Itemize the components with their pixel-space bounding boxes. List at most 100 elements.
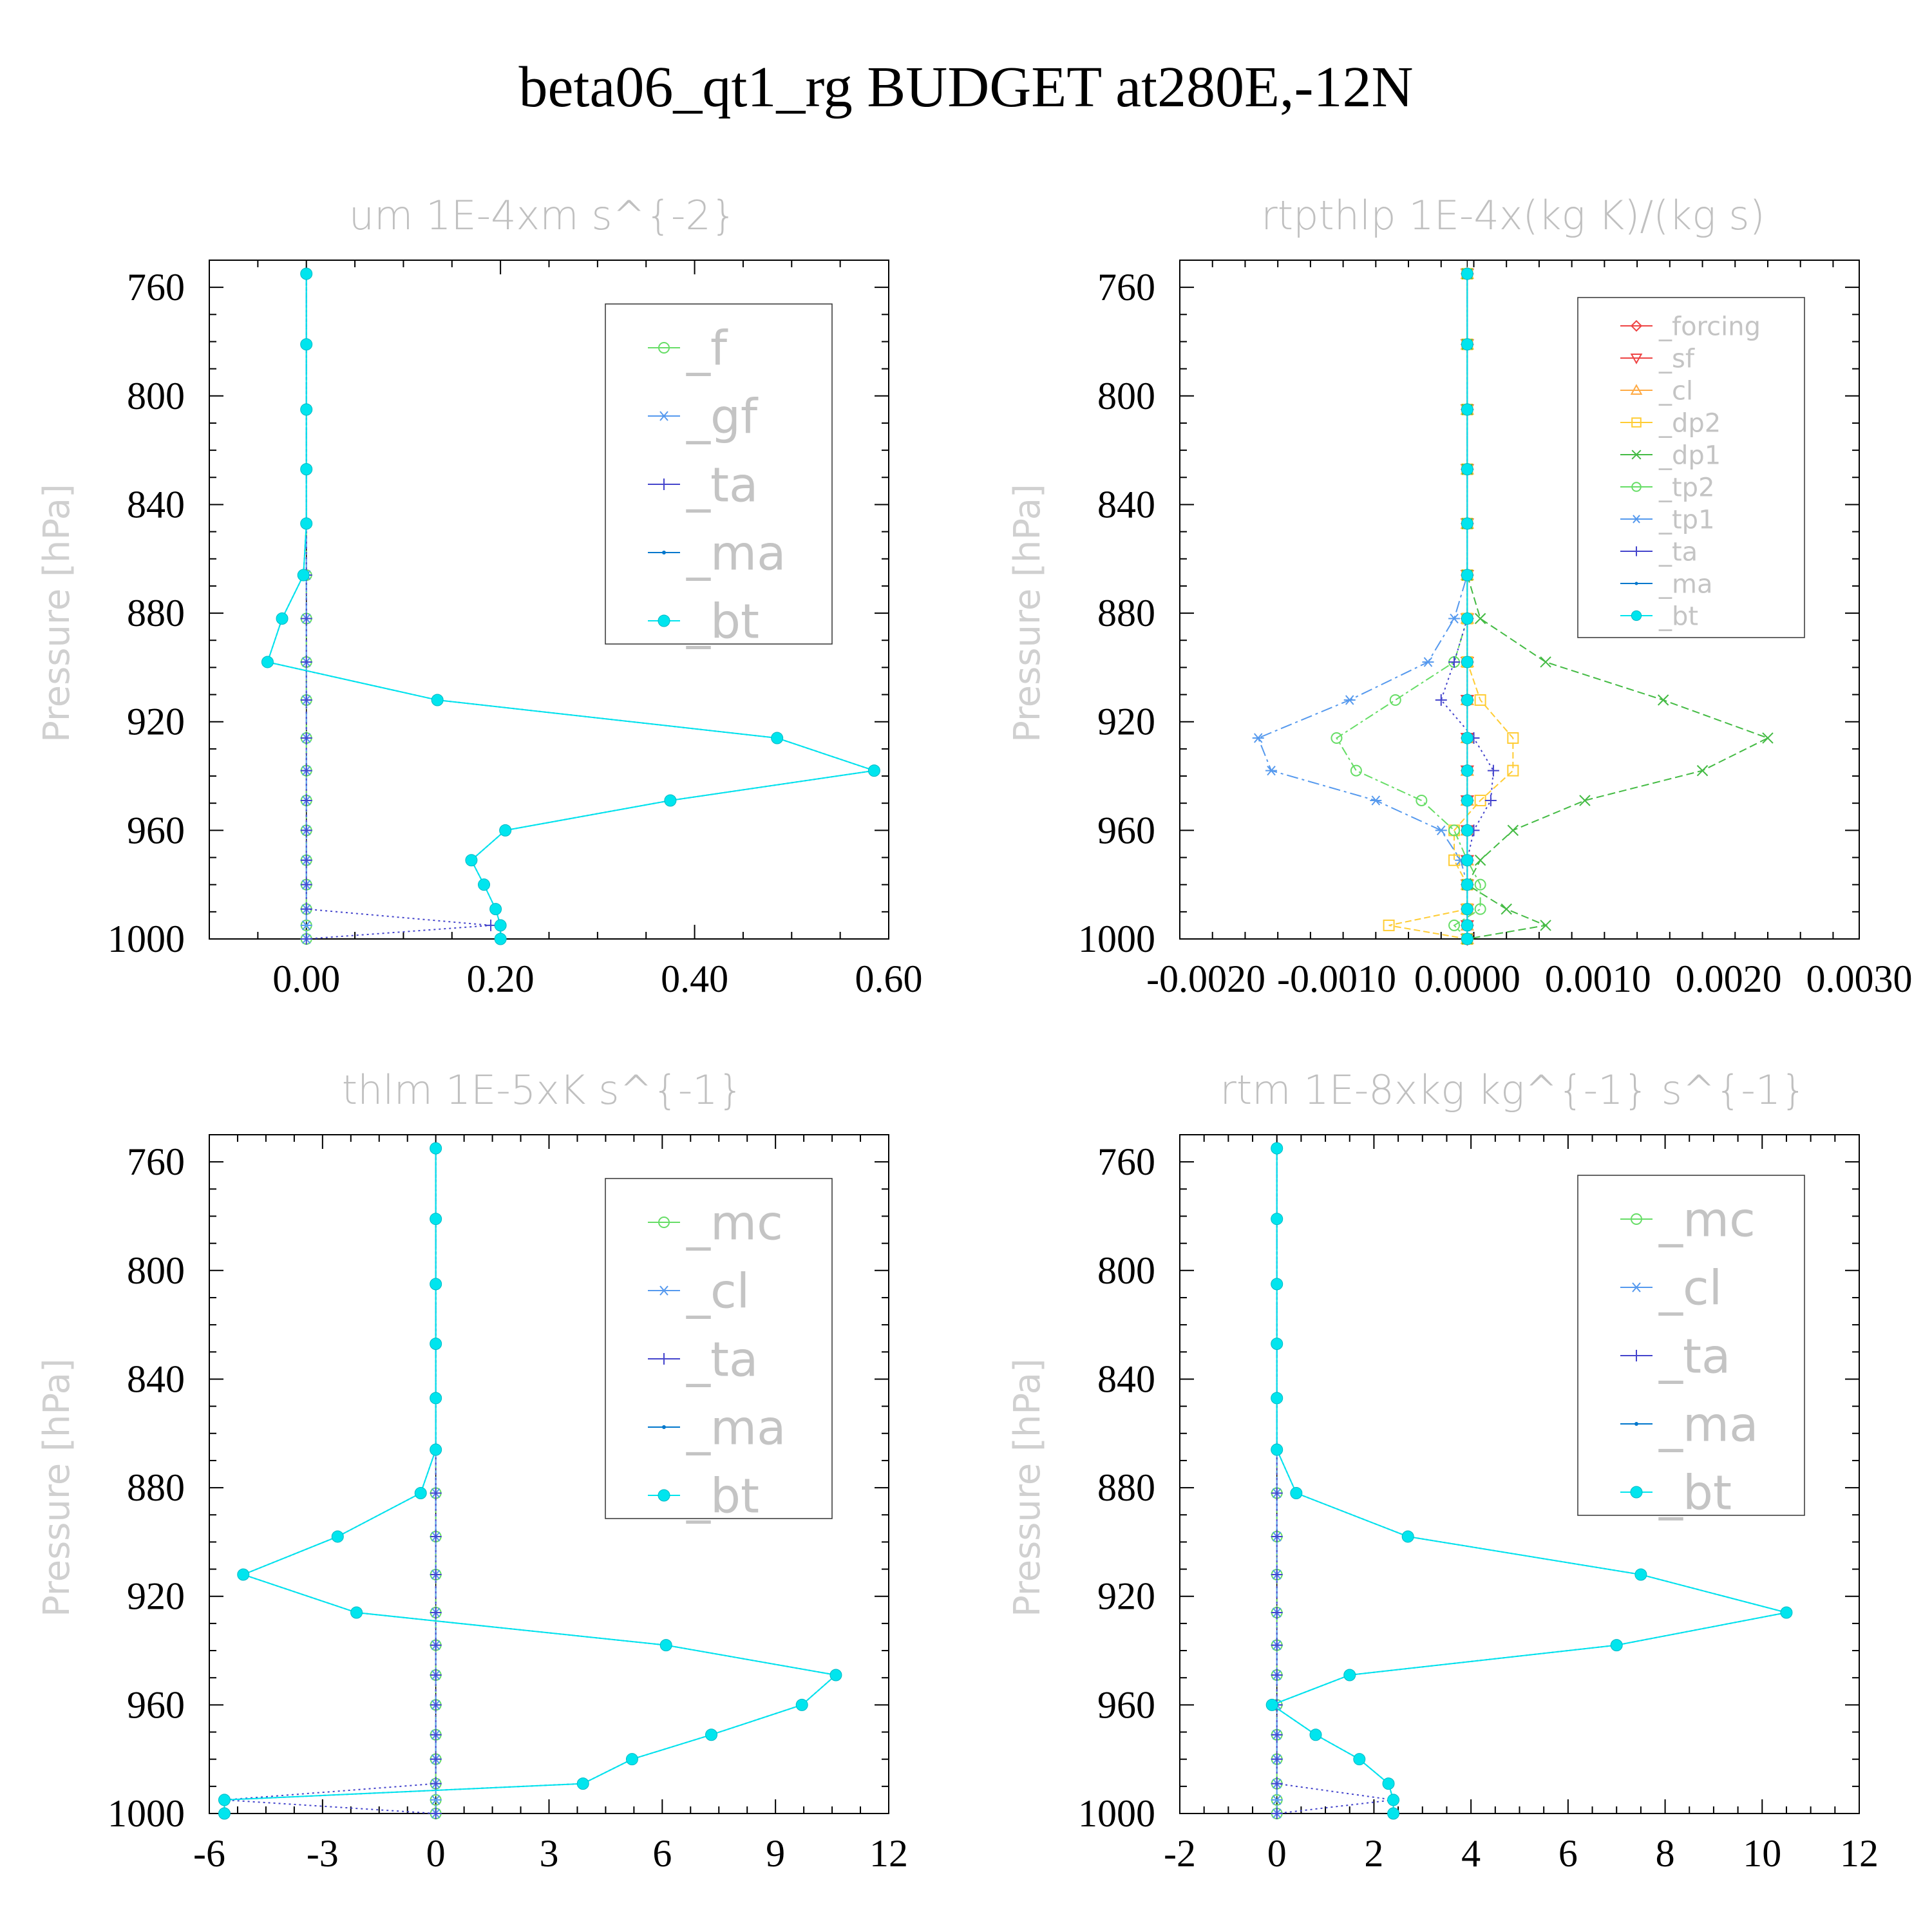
legend-label: _dp1 <box>1658 440 1721 470</box>
data-point <box>1271 1568 1283 1580</box>
y-tick-label: 760 <box>127 266 185 308</box>
data-point <box>276 612 289 625</box>
data-point <box>1657 694 1669 706</box>
legend-entry: _ta <box>1620 1329 1730 1385</box>
data-point <box>1501 903 1512 915</box>
y-tick-label: 800 <box>1097 1249 1155 1292</box>
x-tick-label: 0.60 <box>855 958 923 1000</box>
x-tick-label: 2 <box>1364 1832 1383 1875</box>
legend-entry: _ta <box>1620 537 1698 567</box>
legend-marker <box>658 1489 670 1502</box>
data-point <box>1271 1777 1283 1790</box>
series-bt <box>261 267 880 945</box>
y-tick-label: 1000 <box>1078 1792 1155 1835</box>
data-point <box>1448 919 1461 931</box>
data-point <box>218 1794 231 1806</box>
plot-frame <box>1179 260 1860 940</box>
data-point <box>300 903 312 915</box>
x-tick-label: -6 <box>193 1832 225 1875</box>
legend-marker <box>658 1353 670 1365</box>
data-point <box>1343 1669 1356 1681</box>
x-tick-label: 0 <box>1267 1832 1287 1875</box>
data-point <box>659 1639 672 1652</box>
y-tick-label: 880 <box>127 592 185 634</box>
legend: _mc _cl _ta _ma _bt <box>605 1178 833 1524</box>
y-tick-label: 880 <box>1097 592 1155 634</box>
data-point <box>218 1807 231 1820</box>
y-tick-label: 800 <box>127 1249 185 1292</box>
x-tick-label: 12 <box>869 1832 908 1875</box>
data-point <box>1540 920 1551 931</box>
data-point <box>1271 1443 1283 1456</box>
data-point <box>300 878 312 891</box>
y-tick-label: 960 <box>1097 809 1155 851</box>
legend-entry: _f <box>648 321 728 377</box>
x-tick-label: 0 <box>426 1832 446 1875</box>
x-tick-label: -2 <box>1164 1832 1196 1875</box>
data-point <box>1389 694 1401 706</box>
data-point <box>1634 1568 1647 1581</box>
legend-marker <box>658 614 670 627</box>
y-tick-label: 920 <box>1097 701 1155 743</box>
legend-entry: _ma <box>1620 569 1712 599</box>
data-point <box>1461 903 1473 916</box>
legend-label: _mc <box>1658 1193 1756 1248</box>
data-point <box>430 1338 442 1350</box>
legend-label: _ma <box>1658 569 1712 599</box>
y-tick-label: 1000 <box>108 918 185 960</box>
legend-marker <box>1630 384 1643 395</box>
data-point <box>867 764 880 777</box>
data-point <box>1271 1392 1283 1405</box>
legend-label: _gf <box>686 390 759 445</box>
data-point <box>430 1795 442 1805</box>
series-tp2 <box>1331 268 1486 945</box>
data-point <box>300 267 313 280</box>
chart-panel-4: rtm 1E-8xkg kg^{-1} s^{-1} Pressure [hPa]… <box>1007 1066 1879 1875</box>
series-line <box>1257 274 1468 939</box>
legend-label: _cl <box>1658 1261 1722 1316</box>
data-point <box>1474 903 1486 915</box>
data-point <box>1271 1487 1283 1499</box>
data-point <box>430 1639 442 1651</box>
legend-entry: _tp2 <box>1620 473 1715 502</box>
x-tick-label: 0.20 <box>467 958 535 1000</box>
x-tick-label: -3 <box>307 1832 339 1875</box>
legend-label: _ta <box>1658 537 1698 567</box>
data-point <box>1382 1777 1395 1790</box>
data-point <box>1370 795 1382 806</box>
data-point <box>1461 403 1473 416</box>
data-point <box>1461 794 1473 807</box>
y-tick-label: 1000 <box>108 1792 185 1835</box>
legend-entry: _mc <box>648 1196 783 1251</box>
data-point <box>1271 1795 1283 1805</box>
x-tick-label: 0.00 <box>272 958 340 1000</box>
y-tick-label: 880 <box>1097 1466 1155 1509</box>
data-point <box>430 1278 442 1291</box>
data-point <box>1350 764 1362 777</box>
data-point <box>1461 764 1473 777</box>
y-axis-label: Pressure [hPa] <box>36 484 78 743</box>
data-point <box>1271 1728 1283 1741</box>
legend-marker <box>1630 354 1643 365</box>
series-dp2 <box>1383 268 1519 945</box>
data-point <box>829 1669 842 1681</box>
data-point <box>1474 878 1486 891</box>
data-point <box>494 933 507 945</box>
y-tick-label: 960 <box>127 809 185 851</box>
data-point <box>1271 1338 1283 1350</box>
data-point <box>1579 795 1591 806</box>
x-tick-label: 4 <box>1461 1832 1481 1875</box>
series-line <box>223 1148 838 1814</box>
y-tick-label: 1000 <box>1078 918 1155 960</box>
legend-entry: _cl <box>648 1264 750 1320</box>
chart-panel-3: thlm 1E-5xK s^{-1} Pressure [hPa] 760 800 84… <box>36 1066 908 1875</box>
data-point <box>430 1808 442 1819</box>
legend-entry: _bt <box>648 594 759 650</box>
legend-marker <box>1631 482 1642 492</box>
x-tick-label: -0.0010 <box>1277 958 1396 1000</box>
series-bt <box>218 1142 842 1820</box>
series-bt <box>1461 267 1473 945</box>
legend: _mc _cl _ta _ma _bt <box>1577 1175 1805 1521</box>
data-point <box>1383 919 1395 931</box>
legend-entry: _tp1 <box>1620 505 1715 535</box>
